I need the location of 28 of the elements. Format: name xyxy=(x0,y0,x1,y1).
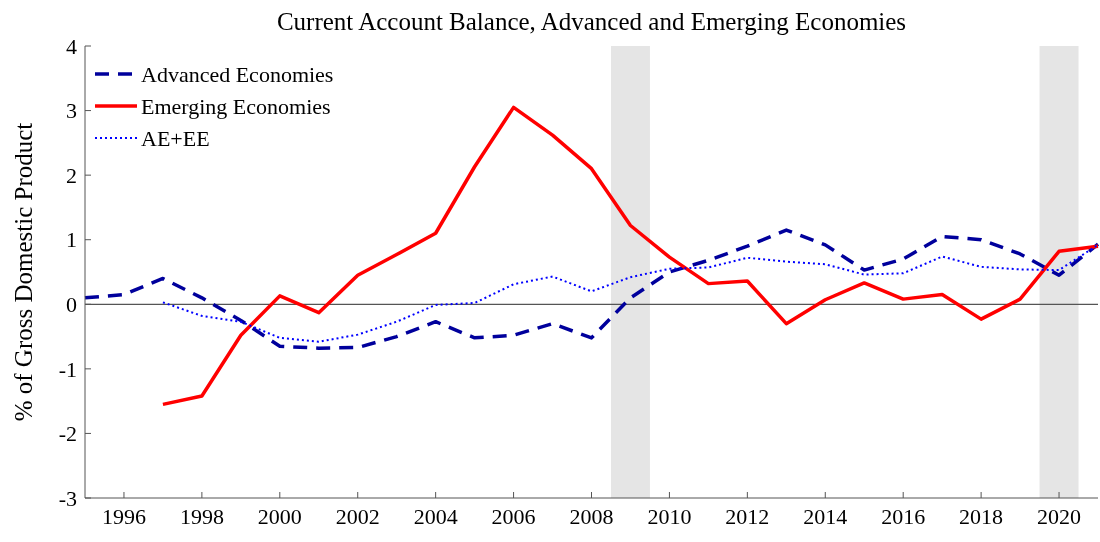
y-tick-label: 2 xyxy=(66,162,77,188)
x-tick-label: 1996 xyxy=(101,504,146,529)
x-tick-label: 2012 xyxy=(725,504,770,529)
x-tick-label: 2000 xyxy=(257,504,302,529)
chart-title: Current Account Balance, Advanced and Emerging Economies xyxy=(276,8,907,35)
y-tick-label: 4 xyxy=(66,33,77,59)
y-tick-label: -2 xyxy=(58,421,77,447)
x-tick-label: 1998 xyxy=(179,504,224,529)
x-tick-label: 2014 xyxy=(803,504,848,529)
x-tick-label: 2010 xyxy=(647,504,692,529)
legend-label: Advanced Economies xyxy=(141,61,334,87)
y-tick-label: 1 xyxy=(66,227,77,253)
legend-label: AE+EE xyxy=(141,125,210,151)
x-tick-label: 2006 xyxy=(491,504,536,529)
legend-label: Emerging Economies xyxy=(141,93,331,119)
line-series xyxy=(161,243,1099,343)
y-axis-title: % of Gross Domestic Product xyxy=(10,122,37,422)
x-tick-label: 2004 xyxy=(413,504,458,529)
y-tick-label: -1 xyxy=(58,356,77,382)
y-tick-label: -3 xyxy=(58,485,77,511)
x-tick-label: 2020 xyxy=(1037,504,1082,529)
x-tick-label: 2016 xyxy=(881,504,926,529)
y-tick-label: 3 xyxy=(66,98,77,124)
y-tick-label: 0 xyxy=(66,291,77,317)
x-tick-label: 2018 xyxy=(959,504,1004,529)
x-tick-label: 2002 xyxy=(335,504,380,529)
line-series xyxy=(83,228,1100,350)
x-tick-label: 2008 xyxy=(569,504,614,529)
